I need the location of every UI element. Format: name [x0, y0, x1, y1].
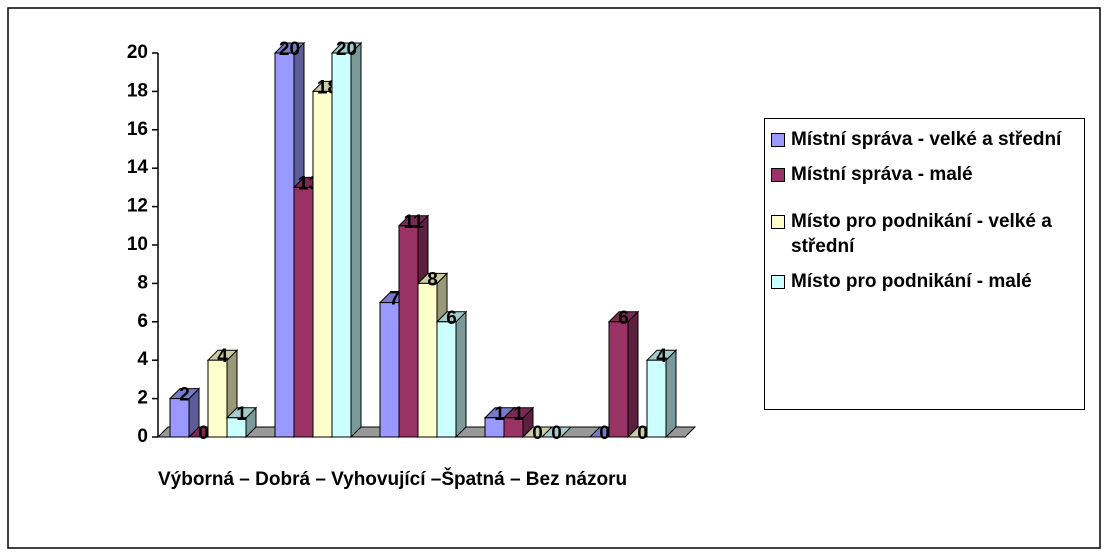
data-label: 2 [179, 385, 190, 406]
bar-front [398, 225, 419, 438]
y-tick-label: 18 [127, 80, 148, 101]
y-tick-label: 12 [127, 196, 148, 217]
data-label: 6 [618, 308, 629, 329]
data-label: 20 [279, 39, 300, 60]
x-axis-title: Výborná – Dobrá – Vyhovující –Špatná – B… [158, 468, 627, 490]
bar-front [379, 302, 400, 438]
y-tick-label: 14 [127, 157, 149, 178]
y-tick-label: 10 [127, 234, 148, 255]
y-tick-label: 16 [127, 119, 148, 140]
data-label: 6 [446, 308, 457, 329]
bar-front [646, 359, 667, 438]
data-label: 1 [513, 404, 524, 425]
data-label: 20 [336, 39, 357, 60]
y-tick-label: 2 [137, 388, 148, 409]
bar-front [274, 52, 295, 438]
bar [540, 426, 573, 438]
legend-swatch [771, 168, 785, 182]
legend-swatch [771, 133, 785, 147]
bar-front [417, 282, 438, 438]
y-tick-label: 8 [137, 272, 148, 293]
y-tick-label: 0 [137, 426, 148, 447]
bar [607, 310, 640, 439]
legend-item: Místní správa - velké a střední [771, 127, 1078, 152]
data-label: 1 [494, 404, 505, 425]
bar-front [503, 417, 524, 438]
bar-front [436, 321, 457, 438]
legend-label: Místní správa - malé [791, 164, 973, 185]
bar-front [169, 398, 190, 438]
data-label: 0 [198, 423, 209, 444]
bar-side [350, 41, 362, 439]
bar-side [665, 348, 677, 439]
data-label: 0 [637, 423, 648, 444]
bar-side [455, 310, 467, 439]
y-tick-label: 6 [137, 311, 148, 332]
bar-top [540, 426, 573, 438]
bar [225, 406, 258, 439]
legend-label: Místo pro podnikání - velké a střední [791, 211, 1052, 257]
bar [435, 310, 468, 439]
bar [502, 406, 535, 439]
y-tick-label: 20 [127, 42, 148, 63]
chart-border [7, 7, 1101, 549]
data-label: 0 [532, 423, 543, 444]
data-label: 1 [236, 404, 247, 425]
bar-front [226, 417, 247, 438]
bar-front [331, 52, 352, 438]
bar-side [627, 310, 639, 439]
y-tick-label: 4 [137, 349, 148, 370]
bar [168, 387, 201, 439]
bar-front [207, 359, 228, 438]
data-label: 4 [217, 346, 228, 367]
bar-front [312, 90, 333, 438]
legend-swatch [771, 215, 785, 229]
data-label: 11 [403, 212, 424, 233]
data-label: 4 [656, 346, 667, 367]
bar-front [608, 321, 629, 438]
data-label: 8 [427, 269, 438, 290]
bar [645, 348, 678, 439]
bar-front [293, 186, 314, 438]
legend-label: Místo pro podnikání - malé [791, 271, 1032, 292]
data-label: 0 [599, 423, 610, 444]
legend-item: Místní správa - malé [771, 162, 1078, 187]
legend-item: Místo pro podnikání - velké a střední [771, 209, 1078, 259]
data-label: 0 [551, 423, 562, 444]
bar [330, 41, 363, 439]
legend-label: Místní správa - velké a střední [791, 129, 1062, 150]
legend: Místní správa - velké a střední Místní sp… [764, 118, 1085, 410]
data-label: 7 [389, 289, 400, 310]
legend-item: Místo pro podnikání - malé [771, 269, 1078, 294]
legend-swatch [771, 275, 785, 289]
